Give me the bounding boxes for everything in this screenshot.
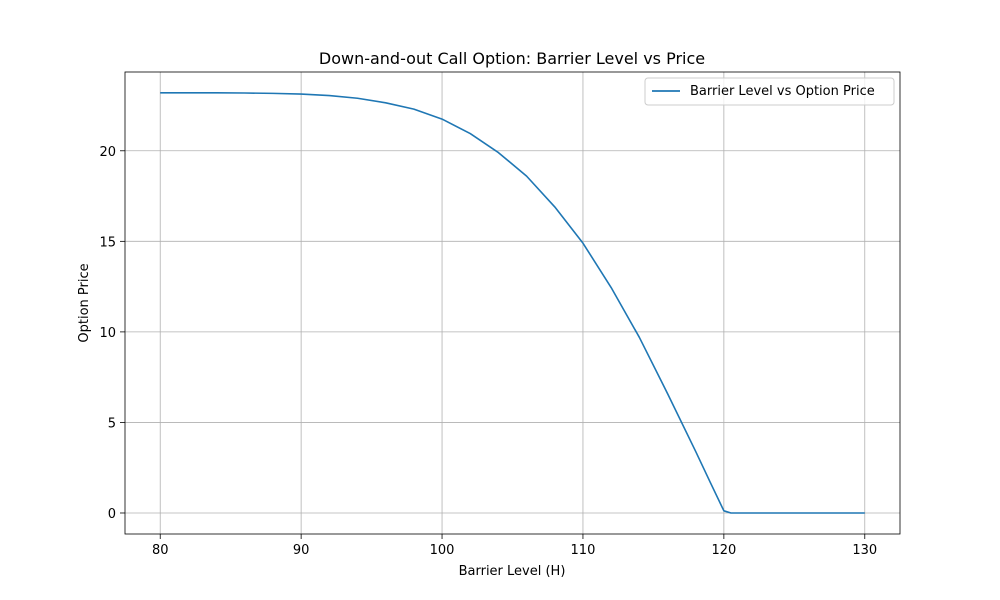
x-tick-label: 110 <box>571 543 596 558</box>
x-tick-label: 130 <box>852 543 877 558</box>
chart-title: Down-and-out Call Option: Barrier Level … <box>319 49 705 68</box>
x-tick-label: 90 <box>293 543 310 558</box>
y-axis-label: Option Price <box>77 263 92 342</box>
x-axis-label: Barrier Level (H) <box>459 564 566 579</box>
grid <box>125 72 900 534</box>
y-tick-label: 0 <box>108 507 116 522</box>
x-tick-label: 80 <box>152 543 169 558</box>
y-tick-label: 5 <box>108 416 116 431</box>
y-tick-label: 10 <box>99 326 116 341</box>
y-tick-label: 15 <box>99 235 116 250</box>
series-layer <box>160 92 865 514</box>
axis-ticks: 80 90 100 110 120 130 0 5 10 15 20 <box>99 145 877 558</box>
legend-entry-label: Barrier Level vs Option Price <box>690 84 875 99</box>
series-line <box>160 92 865 514</box>
legend: Barrier Level vs Option Price <box>644 77 895 106</box>
x-tick-label: 120 <box>711 543 736 558</box>
y-tick-label: 20 <box>99 145 116 160</box>
x-tick-label: 100 <box>430 543 455 558</box>
legend-box <box>644 77 895 106</box>
plot-frame <box>124 71 901 535</box>
